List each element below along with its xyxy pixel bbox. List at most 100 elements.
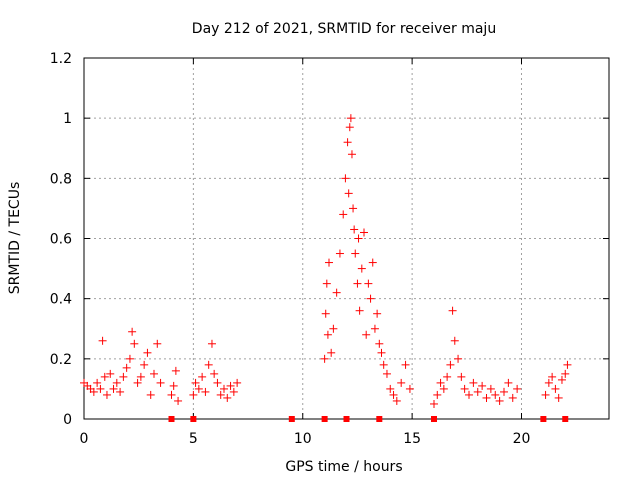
data-point: [191, 378, 200, 387]
data-point: [204, 360, 213, 369]
data-point: [563, 360, 572, 369]
data-point: [140, 360, 149, 369]
data-point: [357, 264, 366, 273]
data-point: [460, 384, 469, 393]
data-point: [486, 384, 495, 393]
data-point: [102, 390, 111, 399]
gap-marker: [288, 416, 295, 422]
data-point: [119, 372, 128, 381]
data-point: [401, 360, 410, 369]
data-point: [210, 369, 219, 378]
data-point: [339, 210, 348, 219]
data-point: [495, 396, 504, 405]
data-point: [320, 354, 329, 363]
data-point: [174, 396, 183, 405]
data-point: [392, 396, 401, 405]
y-tick-labels: 0 0.2 0.4 0.6 0.8 1 1.2: [50, 51, 72, 428]
data-point: [226, 381, 235, 390]
x-tick-label: 5: [189, 431, 198, 447]
data-point: [322, 279, 331, 288]
gap-marker: [321, 416, 328, 422]
data-point: [450, 336, 459, 345]
data-point: [377, 348, 386, 357]
data-point: [364, 279, 373, 288]
data-point: [207, 339, 216, 348]
data-point: [169, 381, 178, 390]
x-tick-label: 10: [294, 431, 312, 447]
data-point: [116, 387, 125, 396]
data-point: [405, 384, 414, 393]
data-point: [446, 360, 455, 369]
data-point: [554, 393, 563, 402]
data-point: [345, 123, 354, 132]
data-point: [354, 234, 363, 243]
data-point: [389, 390, 398, 399]
x-axis-label: GPS time / hours: [285, 459, 402, 475]
data-point: [143, 348, 152, 357]
y-tick-label: 0.4: [50, 292, 72, 308]
data-point: [548, 372, 557, 381]
data-point: [93, 378, 102, 387]
y-tick-label: 0.6: [50, 232, 72, 248]
data-point: [329, 324, 338, 333]
gap-marker: [190, 416, 197, 422]
data-point: [321, 309, 330, 318]
data-point: [557, 375, 566, 384]
data-point: [332, 288, 341, 297]
y-tick-label: 0.2: [50, 352, 72, 368]
gap-marker: [343, 416, 350, 422]
y-tick-label: 0.8: [50, 171, 72, 187]
data-point: [89, 387, 98, 396]
gap-marker: [562, 416, 569, 422]
data-point: [216, 390, 225, 399]
data-point: [167, 390, 176, 399]
data-point: [508, 393, 517, 402]
data-point: [353, 279, 362, 288]
data-point: [223, 393, 232, 402]
data-point: [189, 390, 198, 399]
data-point: [323, 330, 332, 339]
data-point: [448, 306, 457, 315]
data-point: [443, 372, 452, 381]
data-point: [325, 258, 333, 267]
data-point: [194, 384, 203, 393]
data-point: [349, 204, 358, 213]
data-point: [335, 249, 344, 258]
data-point: [355, 306, 364, 315]
gap-marker: [168, 416, 175, 422]
data-point: [98, 336, 107, 345]
x-tick-label: 20: [513, 431, 531, 447]
data-point: [457, 372, 466, 381]
data-point: [346, 114, 355, 123]
data-point: [370, 324, 379, 333]
data-point: [504, 378, 513, 387]
data-point: [171, 366, 180, 375]
data-point: [513, 384, 522, 393]
y-tick-label: 1: [63, 111, 72, 127]
data-point: [375, 339, 384, 348]
x-tick-label: 15: [403, 431, 421, 447]
data-point: [156, 378, 165, 387]
data-point: [351, 249, 360, 258]
data-point: [341, 174, 350, 183]
data-point: [500, 387, 508, 396]
data-point: [198, 372, 207, 381]
x-tick-label: 0: [80, 431, 89, 447]
data-point: [544, 378, 553, 387]
data-point: [379, 360, 388, 369]
data-point: [541, 390, 550, 399]
data-point: [233, 378, 242, 387]
data-point: [125, 354, 134, 363]
gap-marker: [540, 416, 547, 422]
data-point: [366, 294, 375, 303]
data-point: [100, 372, 109, 381]
data-point: [551, 384, 560, 393]
gap-marker: [431, 416, 437, 422]
x-tick-labels: 0 5 10 15 20: [80, 431, 531, 447]
y-axis-label: SRMTID / TECUs: [7, 182, 23, 295]
data-point: [150, 369, 158, 378]
data-point: [347, 150, 356, 159]
data-point: [469, 378, 478, 387]
data-point: [136, 372, 145, 381]
